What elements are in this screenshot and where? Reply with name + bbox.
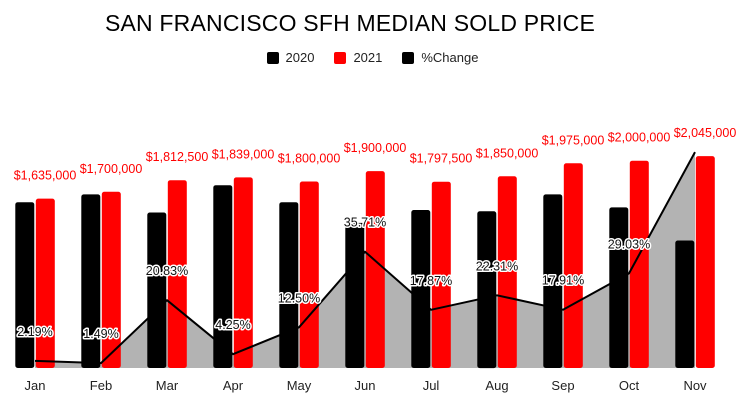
- change-area: [35, 152, 695, 368]
- data-label-change-jul: 17.87%: [410, 274, 452, 288]
- bar-2020-feb: [81, 194, 101, 368]
- bar-2021-sep: [563, 163, 583, 368]
- bar-2021-jul: [431, 181, 451, 368]
- bar-2020-apr: [213, 185, 233, 368]
- data-label-2021-oct: $2,000,000: [608, 131, 671, 145]
- legend-swatch-2021: [334, 51, 347, 64]
- legend-swatch-change: [402, 51, 415, 64]
- bar-2020-oct: [609, 207, 629, 368]
- legend-item-change[interactable]: %Change: [402, 50, 478, 65]
- legend: 2020 2021 %Change: [0, 50, 745, 65]
- bar-2021-oct: [629, 160, 649, 368]
- data-label-change-jan: 2.19%: [17, 325, 52, 339]
- data-label-change-jun: 35.71%: [344, 216, 386, 230]
- bar-2021-mar: [167, 180, 187, 368]
- data-label-change-may: 12.50%: [278, 291, 320, 305]
- x-tick-mar: Mar: [156, 378, 179, 393]
- x-tick-jun: Jun: [355, 378, 376, 393]
- data-label-2021-jan: $1,635,000: [14, 169, 77, 183]
- data-label-2021-aug: $1,850,000: [476, 146, 539, 160]
- legend-item-2020[interactable]: 2020: [266, 50, 315, 65]
- x-tick-apr: Apr: [223, 378, 244, 393]
- bar-2021-nov: [695, 156, 715, 368]
- x-tick-jan: Jan: [25, 378, 46, 393]
- bar-2021-may: [299, 181, 319, 368]
- legend-item-2021[interactable]: 2021: [334, 50, 382, 65]
- data-label-2021-mar: $1,812,500: [146, 150, 209, 164]
- data-label-2021-jun: $1,900,000: [344, 141, 407, 155]
- data-label-2021-feb: $1,700,000: [80, 162, 143, 176]
- bar-2021-apr: [233, 177, 253, 368]
- change-line: [34, 151, 696, 365]
- bar-2020-aug: [477, 211, 497, 369]
- x-tick-aug: Aug: [485, 378, 508, 393]
- data-label-2021-apr: $1,839,000: [212, 147, 275, 161]
- bar-2020-may: [279, 202, 299, 368]
- bar-2021-jan: [35, 198, 55, 368]
- data-label-2021-may: $1,800,000: [278, 152, 341, 166]
- bar-2021-jun: [365, 171, 385, 368]
- bar-2021-aug: [497, 176, 517, 368]
- bar-2020-nov: [675, 240, 695, 368]
- bar-2021-feb: [101, 191, 121, 368]
- data-label-change-apr: 4.25%: [215, 318, 250, 332]
- data-label-2021-nov: $2,045,000: [674, 126, 737, 140]
- legend-swatch-2020: [266, 51, 279, 64]
- legend-label-2021: 2021: [353, 50, 383, 65]
- data-label-change-feb: 1.49%: [83, 327, 118, 341]
- bar-2020-jan: [15, 202, 35, 368]
- x-tick-sep: Sep: [551, 378, 574, 393]
- bar-2020-jun: [345, 222, 365, 368]
- bar-2020-jul: [411, 210, 431, 368]
- bar-2020-mar: [147, 212, 167, 368]
- x-tick-may: May: [287, 378, 312, 393]
- x-tick-jul: Jul: [423, 378, 440, 393]
- data-label-change-oct: 29.03%: [608, 237, 650, 251]
- chart-title: SAN FRANCISCO SFH MEDIAN SOLD PRICE: [104, 10, 596, 36]
- bar-2020-sep: [543, 194, 563, 368]
- x-tick-feb: Feb: [90, 378, 112, 393]
- data-label-change-sep: 17.91%: [542, 274, 584, 288]
- data-label-change-aug: 22.31%: [476, 259, 518, 273]
- data-label-change-mar: 20.83%: [146, 264, 188, 278]
- x-tick-nov: Nov: [683, 378, 707, 393]
- data-label-2021-jul: $1,797,500: [410, 152, 473, 166]
- legend-label-change: %Change: [421, 50, 479, 65]
- legend-label-2020: 2020: [285, 50, 315, 65]
- data-label-2021-sep: $1,975,000: [542, 133, 605, 147]
- x-tick-oct: Oct: [619, 378, 640, 393]
